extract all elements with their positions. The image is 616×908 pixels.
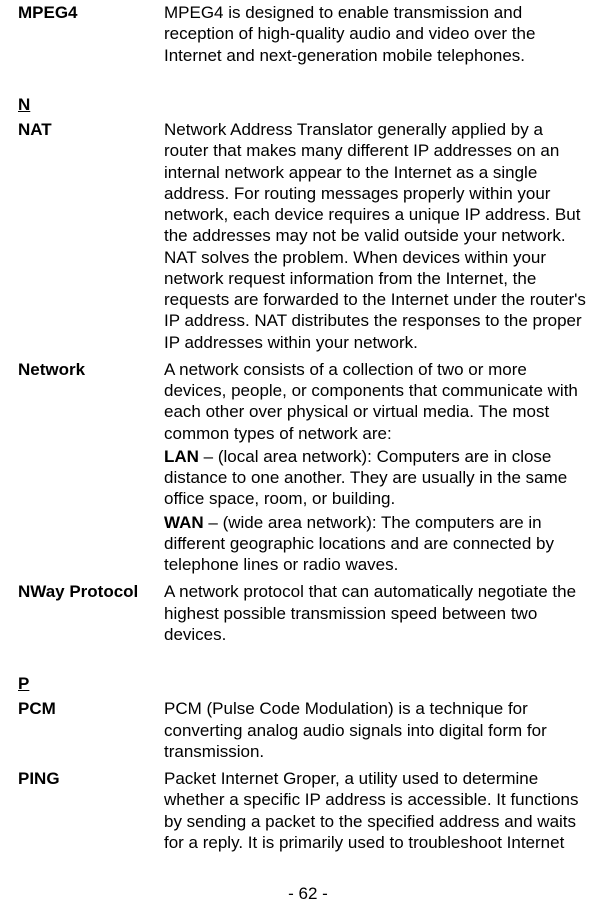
term-ping: PING xyxy=(18,768,164,789)
definition-text: PCM (Pulse Code Modulation) is a techniq… xyxy=(164,698,592,762)
section-header-n: N xyxy=(18,94,592,115)
glossary-row-network: Network A network consists of a collecti… xyxy=(18,359,592,578)
definition-text: A network protocol that can automaticall… xyxy=(164,581,592,645)
section-gap xyxy=(18,72,592,94)
definition-ping: Packet Internet Groper, a utility used t… xyxy=(164,768,592,855)
term-nway: NWay Protocol xyxy=(18,581,164,602)
glossary-row-ping: PING Packet Internet Groper, a utility u… xyxy=(18,768,592,855)
definition-nway: A network protocol that can automaticall… xyxy=(164,581,592,647)
section-gap xyxy=(18,651,592,673)
term-network: Network xyxy=(18,359,164,380)
definition-wan: WAN – (wide area network): The computers… xyxy=(164,512,592,576)
lan-text: – (local area network): Computers are in… xyxy=(164,447,567,509)
wan-text: – (wide area network): The computers are… xyxy=(164,513,554,575)
page-content: MPEG4 MPEG4 is designed to enable transm… xyxy=(0,0,616,908)
section-letter-n: N xyxy=(18,94,164,115)
term-pcm: PCM xyxy=(18,698,164,719)
lan-label: LAN xyxy=(164,447,199,466)
section-header-p: P xyxy=(18,673,592,694)
term-nat: NAT xyxy=(18,119,164,140)
definition-nat: Network Address Translator generally app… xyxy=(164,119,592,355)
definition-network: A network consists of a collection of tw… xyxy=(164,359,592,578)
definition-mpeg4: MPEG4 is designed to enable transmission… xyxy=(164,2,592,68)
definition-text: MPEG4 is designed to enable transmission… xyxy=(164,2,592,66)
definition-lan: LAN – (local area network): Computers ar… xyxy=(164,446,592,510)
glossary-row-nway: NWay Protocol A network protocol that ca… xyxy=(18,581,592,647)
glossary-row-mpeg4: MPEG4 MPEG4 is designed to enable transm… xyxy=(18,2,592,68)
page-footer: - 62 - xyxy=(0,883,616,904)
section-letter-p: P xyxy=(18,673,164,694)
page-number: - 62 - xyxy=(288,884,328,903)
definition-text: Network Address Translator generally app… xyxy=(164,119,592,353)
glossary-row-nat: NAT Network Address Translator generally… xyxy=(18,119,592,355)
definition-pcm: PCM (Pulse Code Modulation) is a techniq… xyxy=(164,698,592,764)
wan-label: WAN xyxy=(164,513,204,532)
definition-text: Packet Internet Groper, a utility used t… xyxy=(164,768,592,853)
glossary-row-pcm: PCM PCM (Pulse Code Modulation) is a tec… xyxy=(18,698,592,764)
definition-intro: A network consists of a collection of tw… xyxy=(164,359,592,444)
term-mpeg4: MPEG4 xyxy=(18,2,164,23)
